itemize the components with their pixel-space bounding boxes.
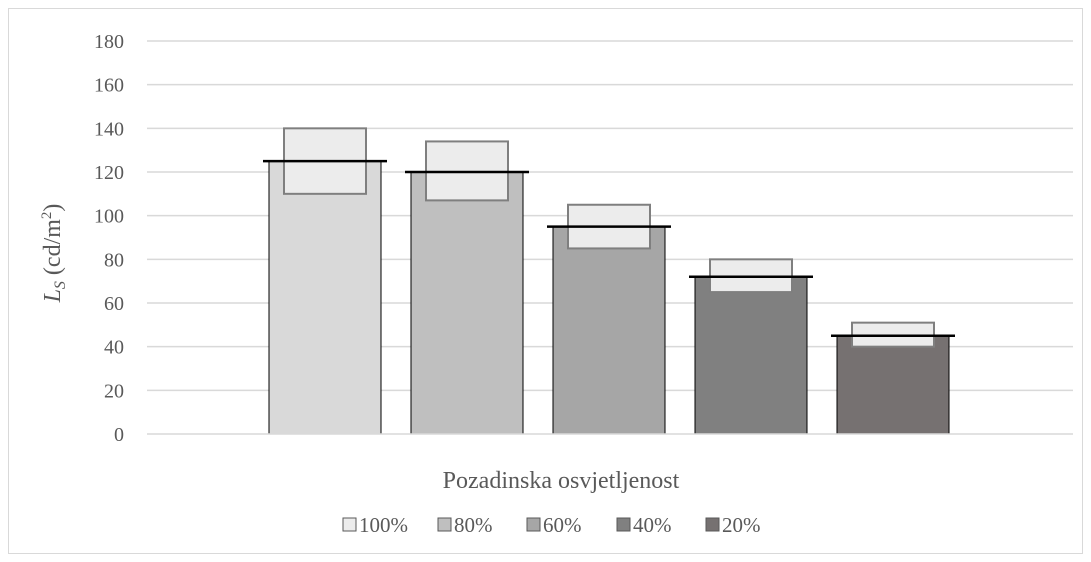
legend-item: 100% — [342, 513, 408, 537]
y-tick-label: 100 — [94, 206, 124, 228]
legend-swatch — [705, 517, 720, 532]
legend-label: 20% — [722, 513, 761, 537]
y-tick-label: 180 — [94, 31, 124, 53]
legend-item: 60% — [526, 513, 582, 537]
y-axis-unit: (cd/m — [40, 219, 66, 281]
legend: 100% 80% 60% 40% 20% — [342, 513, 761, 537]
x-axis-title: Pozadinska osvjetljenost — [443, 468, 680, 494]
legend-item: 20% — [705, 513, 761, 537]
bar — [268, 160, 382, 435]
legend-item: 40% — [616, 513, 672, 537]
legend-item: 80% — [437, 513, 493, 537]
y-tick-label: 120 — [94, 162, 124, 184]
y-axis-title: LS (cd/m2) — [39, 204, 69, 304]
legend-label: 80% — [454, 513, 493, 537]
y-axis-tick-labels: 0 20 40 60 80 100 120 140 160 180 — [94, 31, 124, 446]
legend-label: 60% — [543, 513, 582, 537]
bar — [552, 226, 666, 435]
legend-swatch — [616, 517, 631, 532]
y-axis-symbol: L — [40, 289, 66, 303]
y-tick-label: 140 — [94, 118, 124, 140]
legend-swatch — [437, 517, 452, 532]
y-axis-unit-power: 2 — [39, 212, 55, 220]
bar — [836, 335, 950, 435]
bar-group — [689, 258, 813, 435]
bar-group — [405, 140, 529, 435]
y-tick-label: 0 — [114, 424, 124, 446]
bar — [694, 276, 808, 435]
legend-swatch — [526, 517, 541, 532]
y-tick-label: 40 — [104, 337, 124, 359]
y-tick-label: 160 — [94, 75, 124, 97]
bar-group — [831, 321, 955, 435]
bar — [410, 171, 524, 435]
bar-group — [547, 203, 671, 435]
y-axis-subscript: S — [52, 281, 69, 289]
legend-label: 40% — [633, 513, 672, 537]
bars — [263, 127, 955, 435]
y-tick-label: 20 — [104, 380, 124, 402]
y-axis-unit-close: ) — [40, 204, 66, 212]
legend-label: 100% — [359, 513, 408, 537]
y-tick-label: 80 — [104, 249, 124, 271]
y-tick-label: 60 — [104, 293, 124, 315]
legend-swatch — [342, 517, 357, 532]
chart-frame — [8, 8, 1083, 554]
bar-group — [263, 127, 387, 435]
